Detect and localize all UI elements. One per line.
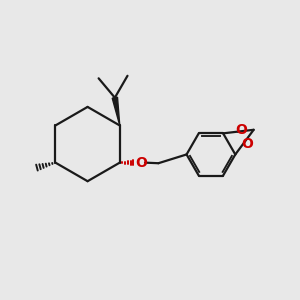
Text: O: O xyxy=(136,156,147,170)
Text: O: O xyxy=(241,137,253,152)
Polygon shape xyxy=(112,97,120,125)
Text: O: O xyxy=(235,123,247,137)
